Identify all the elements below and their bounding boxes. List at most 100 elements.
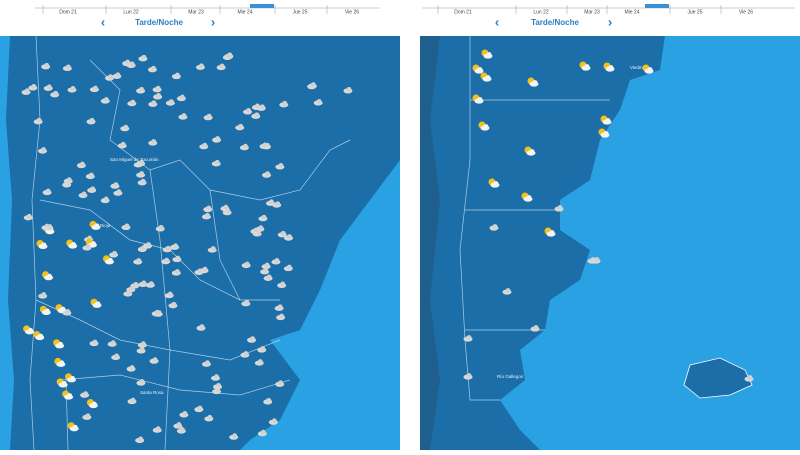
weather-icon	[162, 245, 172, 253]
cloud	[202, 266, 208, 272]
cloud	[181, 113, 187, 118]
weather-icon	[82, 413, 92, 420]
cloud	[103, 196, 109, 202]
cloud	[483, 124, 489, 129]
weather-icon	[554, 205, 564, 212]
weather-icon	[143, 242, 153, 249]
cloud	[89, 117, 95, 123]
cloud	[605, 118, 611, 123]
weather-icon	[481, 49, 493, 59]
cloud	[242, 143, 248, 149]
cloud	[173, 243, 179, 249]
weather-icon	[243, 108, 253, 115]
weather-icon	[642, 64, 654, 74]
weather-icon	[145, 281, 155, 288]
cloud	[197, 268, 203, 274]
weather-icon	[239, 143, 249, 151]
weather-icon	[137, 341, 147, 348]
weather-icon	[33, 117, 43, 125]
cloud	[205, 212, 210, 218]
prev-button[interactable]: ‹	[495, 14, 499, 29]
weather-icon	[113, 189, 123, 196]
cloud	[232, 433, 238, 439]
weather-icon	[117, 141, 127, 149]
cloud	[38, 333, 44, 339]
weather-icon	[42, 188, 52, 196]
cloud	[146, 242, 151, 247]
weather-icon	[229, 433, 239, 440]
cloud	[60, 306, 66, 312]
cloud	[154, 309, 160, 315]
weather-icon	[82, 244, 92, 251]
weather-icon	[127, 99, 137, 107]
cloud	[265, 171, 270, 177]
weather-icon	[23, 213, 33, 221]
weather-icon	[263, 397, 273, 405]
cloud	[179, 427, 185, 432]
weather-icon	[488, 178, 500, 188]
day-label: Vie 26	[345, 9, 359, 15]
cloud	[202, 142, 208, 148]
cloud	[647, 67, 653, 72]
weather-icon	[136, 86, 146, 94]
weather-icon	[165, 99, 175, 106]
weather-icon	[67, 86, 77, 93]
weather-icon	[173, 422, 183, 429]
cloud	[115, 72, 121, 78]
cloud	[179, 94, 185, 100]
cloud	[91, 241, 96, 246]
cloud	[278, 380, 284, 386]
cloud	[103, 97, 109, 102]
cloud	[139, 379, 145, 384]
cloud	[61, 380, 67, 386]
weather-icon	[86, 117, 96, 125]
cloud	[260, 346, 266, 351]
weather-icon	[207, 246, 217, 253]
weather-icon	[241, 299, 251, 307]
weather-icon	[194, 268, 204, 276]
cloud	[45, 188, 51, 194]
weather-icon	[254, 359, 264, 366]
cloud	[93, 85, 98, 91]
cloud	[130, 397, 136, 403]
weather-icon	[313, 99, 323, 106]
cloud	[41, 147, 46, 152]
cloud	[26, 213, 32, 219]
weather-icon	[194, 405, 204, 413]
weather-icon	[152, 85, 162, 93]
cloud	[254, 112, 260, 118]
weather-icon	[171, 269, 181, 276]
cloud	[207, 414, 213, 420]
weather-icon	[107, 340, 117, 347]
cloud	[278, 163, 284, 168]
cloud	[246, 108, 251, 113]
cloud	[244, 299, 250, 305]
weather-icon	[76, 161, 86, 169]
cloud	[85, 244, 91, 249]
weather-icon	[86, 399, 98, 409]
weather-icon	[149, 357, 159, 364]
weather-icon	[343, 86, 353, 94]
next-button[interactable]: ›	[608, 14, 612, 29]
weather-icon	[138, 280, 148, 288]
cloud	[24, 88, 30, 94]
day-label: Jue 25	[292, 9, 307, 15]
place-label: Río Gallegos	[497, 374, 524, 379]
next-button[interactable]: ›	[211, 14, 215, 29]
weather-icon	[195, 63, 205, 70]
weather-icon	[112, 72, 122, 79]
weather-icon	[276, 313, 286, 321]
cloud	[466, 373, 472, 378]
weather-icon	[53, 339, 65, 349]
weather-icon	[56, 378, 68, 388]
cloud	[206, 205, 212, 211]
place-label: Rioja	[100, 223, 111, 228]
prev-button[interactable]: ‹	[101, 14, 105, 29]
cloud	[493, 181, 499, 186]
day-label: Lun 22	[123, 9, 139, 15]
weather-icon	[54, 357, 66, 367]
cloud	[129, 365, 135, 370]
weather-icon	[168, 301, 178, 309]
cloud	[41, 242, 47, 248]
